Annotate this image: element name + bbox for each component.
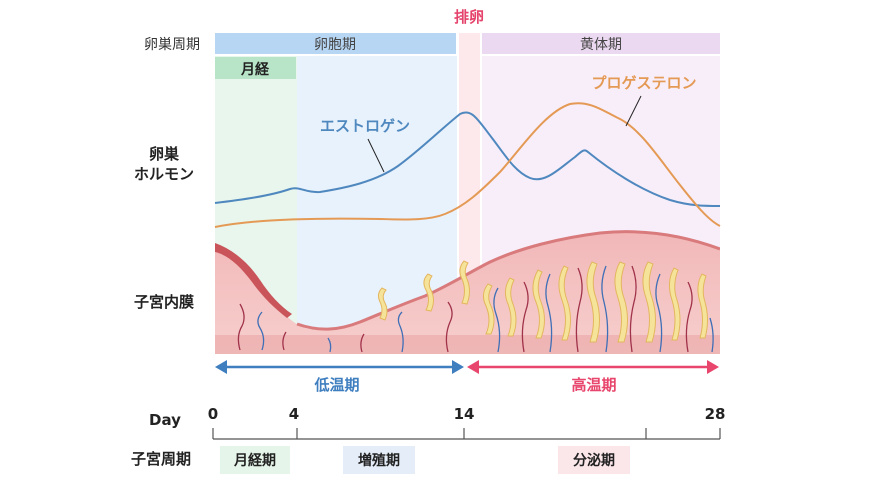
low-temp-arrow-head-right	[452, 360, 464, 374]
high-temp-label: 高温期	[571, 376, 616, 394]
endometrium-label: 子宮内膜	[134, 293, 194, 311]
day-axis	[212, 428, 721, 440]
follicular-band	[215, 33, 456, 54]
day-tick-4: 4	[289, 405, 299, 423]
day-tick-0: 0	[208, 405, 218, 423]
endometrium-surface	[296, 230, 720, 331]
low-temp-label: 低温期	[313, 376, 359, 394]
progesterone-leader-line	[625, 95, 642, 127]
secretory-phase-label: 分泌期	[573, 452, 615, 469]
ovarian-cycle-label: 卵巣周期	[144, 37, 200, 53]
luteal-band	[482, 33, 720, 54]
menstrual-phase-label: 月経期	[233, 452, 276, 469]
estrogen-label: エストロゲン	[320, 117, 410, 135]
follicular-label: 卵胞期	[314, 37, 356, 53]
day-tick-28: 28	[705, 405, 726, 423]
high-temp-arrow-head-left	[467, 360, 479, 374]
progesterone-curve	[214, 102, 721, 228]
day-label: Day	[149, 411, 181, 429]
proliferative-phase-label: 増殖期	[358, 452, 400, 469]
endometrium-shed-layer	[215, 243, 292, 318]
day-tick-14: 14	[454, 405, 475, 423]
progesterone-label: プロゲステロン	[591, 74, 696, 92]
menstrual-phase-box	[220, 446, 290, 474]
ovarian-hormones-label-line2: ホルモン	[134, 165, 194, 183]
estrogen-leader-line	[367, 138, 385, 173]
blood-vessels	[237, 265, 714, 353]
uterine-cycle-label: 子宮周期	[131, 450, 191, 468]
menstruation-band	[215, 57, 296, 79]
ovulation-label: 排卵	[454, 8, 484, 26]
high-temp-arrow-head-right	[707, 360, 719, 374]
endometrium-base	[215, 335, 720, 354]
secretory-phase-box	[558, 446, 630, 474]
estrogen-curve	[214, 111, 721, 207]
luteal-label: 黄体期	[580, 36, 622, 53]
proliferative-phase-box	[343, 446, 415, 474]
low-temp-arrow-head-left	[215, 360, 227, 374]
menstruation-label: 月経	[240, 61, 270, 78]
uterine-glands	[377, 260, 708, 343]
ovarian-hormones-label-line1: 卵巣	[149, 145, 180, 163]
